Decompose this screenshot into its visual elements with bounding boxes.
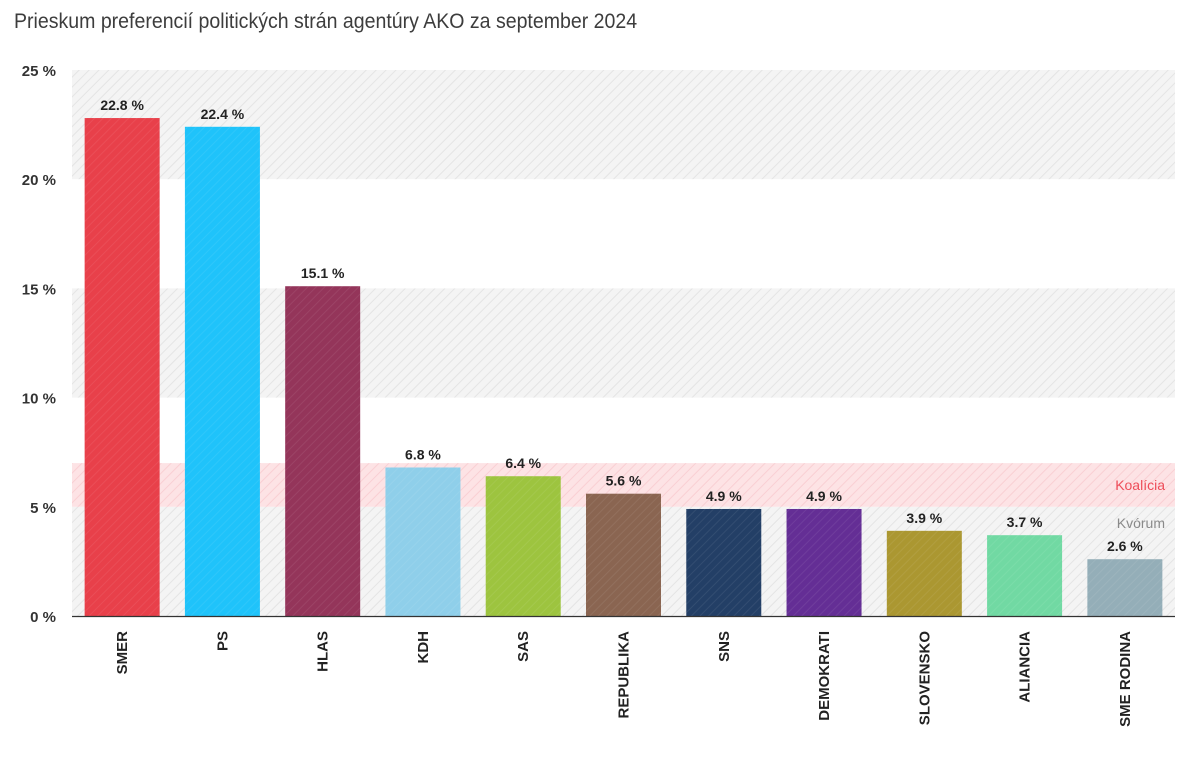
- bar-texture: [786, 508, 862, 616]
- coalition-label: Koalícia: [1115, 477, 1165, 493]
- bars: [84, 118, 1163, 616]
- bar-texture: [686, 508, 762, 616]
- x-tick-label: SMER: [114, 631, 131, 675]
- y-tick-label: 20 %: [22, 172, 56, 189]
- data-label: 6.4 %: [505, 455, 541, 471]
- y-axis: 0 % 5 % 10 % 15 % 20 % 25 %: [22, 63, 56, 626]
- data-label: 6.8 %: [405, 446, 441, 462]
- bar-texture: [886, 530, 962, 616]
- y-tick-label: 10 %: [22, 391, 56, 408]
- x-tick-label: PS: [214, 631, 231, 651]
- x-tick-label: SLOVENSKO: [916, 631, 933, 726]
- y-tick-label: 25 %: [22, 63, 56, 80]
- bar-texture: [987, 535, 1063, 616]
- bar-texture: [385, 467, 461, 616]
- x-tick-label: REPUBLIKA: [616, 631, 633, 719]
- data-label: 3.9 %: [906, 510, 942, 526]
- x-axis: SMER PS HLAS KDH SAS REPUBLIKA SNS DEMOKRATI SLO…: [72, 615, 1175, 727]
- x-tick-label: ALIANCIA: [1017, 631, 1034, 703]
- chart-title: Prieskum preferencií politických strán a…: [14, 10, 638, 33]
- y-tick-label: 0 %: [30, 609, 56, 626]
- x-tick-label: KDH: [415, 631, 432, 664]
- x-tick-label: SME RODINA: [1117, 631, 1134, 727]
- data-label: 22.4 %: [201, 106, 245, 122]
- x-tick-label: HLAS: [315, 631, 332, 672]
- bar-texture: [1087, 559, 1163, 616]
- bar-texture: [485, 476, 561, 616]
- y-tick-label: 15 %: [22, 281, 56, 298]
- data-label: 5.6 %: [606, 473, 642, 489]
- x-tick-label: SNS: [716, 631, 733, 662]
- data-labels: 22.8 % 22.4 % 15.1 % 6.8 % 6.4 % 5.6 % 4.9 % 4.…: [100, 97, 1143, 554]
- bar-texture: [84, 118, 160, 616]
- y-tick-label: 5 %: [30, 500, 56, 517]
- data-label: 4.9 %: [806, 488, 842, 504]
- x-tick-label: DEMOKRATI: [816, 631, 833, 721]
- data-label: 3.7 %: [1007, 514, 1043, 530]
- bar-texture: [586, 493, 661, 616]
- quorum-label: Kvórum: [1117, 515, 1165, 531]
- x-tick-label: SAS: [515, 631, 532, 662]
- data-label: 4.9 %: [706, 488, 742, 504]
- bar-texture: [184, 126, 260, 616]
- bar-texture: [285, 286, 361, 616]
- data-label: 15.1 %: [301, 265, 345, 281]
- annotations: Koalícia Kvórum: [1115, 477, 1165, 531]
- data-label: 22.8 %: [100, 97, 144, 113]
- data-label: 2.6 %: [1107, 538, 1143, 554]
